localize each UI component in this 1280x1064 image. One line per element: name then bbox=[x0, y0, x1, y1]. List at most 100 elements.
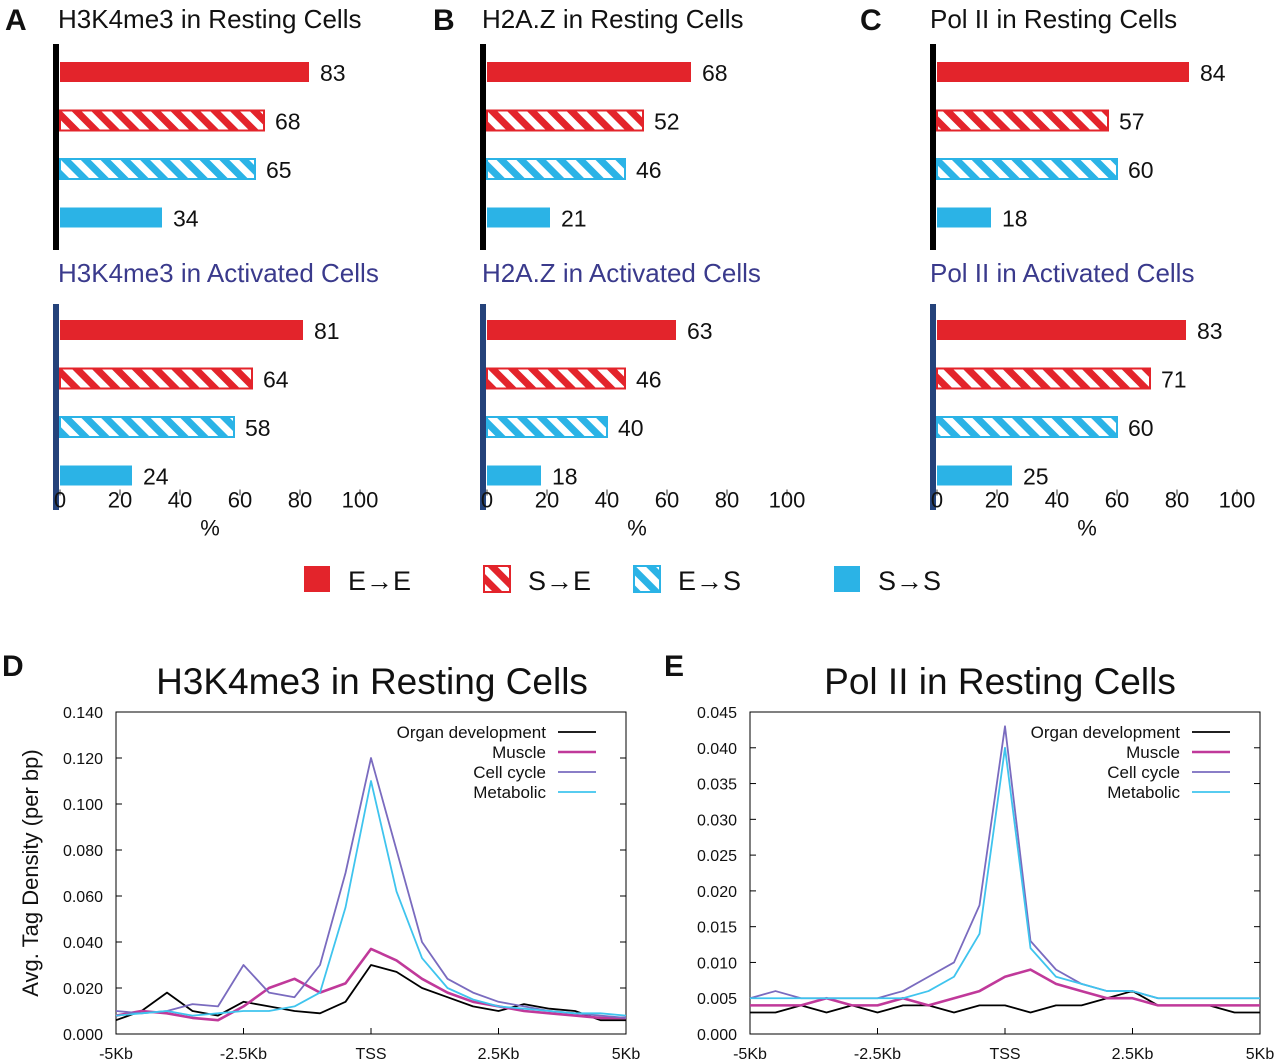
bar-axis-line bbox=[53, 44, 59, 250]
line-legend-label: Metabolic bbox=[1107, 783, 1180, 802]
bar-S→E bbox=[936, 367, 1151, 390]
line-legend-label: Metabolic bbox=[473, 783, 546, 802]
bar-axis-line bbox=[480, 304, 486, 510]
legend-swatch-S→S bbox=[834, 566, 860, 592]
x-tick-label: 20 bbox=[535, 488, 559, 513]
series-line-Muscle bbox=[750, 968, 1260, 1007]
bar-value-label: 40 bbox=[618, 415, 644, 441]
y-tick-label: 0.080 bbox=[63, 843, 103, 860]
bar-S→S bbox=[937, 465, 1012, 486]
bar-panel-title: Pol II in Resting Cells bbox=[930, 4, 1177, 34]
series-line-Cell cycle bbox=[115, 757, 627, 1019]
panel-letter: C bbox=[860, 4, 882, 37]
x-tick-label: 20 bbox=[108, 488, 132, 513]
x-tick-label: 5Kb bbox=[612, 1046, 641, 1063]
bar-value-label: 83 bbox=[1197, 318, 1223, 344]
x-tick-label: 60 bbox=[228, 488, 252, 513]
bar-panel-title: H2A.Z in Resting Cells bbox=[482, 4, 744, 34]
bar-panel-activated-0: H3K4me3 in Activated Cells 81 64 58 24 0 20 40 6… bbox=[53, 258, 379, 541]
bar-value-label: 18 bbox=[552, 464, 578, 490]
bar-value-label: 21 bbox=[561, 206, 587, 232]
line-legend-label: Cell cycle bbox=[473, 763, 546, 782]
bar-S→E bbox=[59, 367, 253, 390]
bar-panel-title: H3K4me3 in Activated Cells bbox=[58, 258, 379, 288]
line-panel-title: H3K4me3 in Resting Cells bbox=[156, 661, 588, 702]
bar-E→E bbox=[937, 320, 1186, 340]
x-axis-label: % bbox=[627, 516, 647, 541]
x-tick-label: 60 bbox=[1105, 488, 1129, 513]
x-tick-label: 100 bbox=[1219, 488, 1256, 513]
bar-panel-C-2: C Pol II in Resting Cells 84 57 60 18 bbox=[860, 4, 1226, 250]
legend-swatch-E→E bbox=[304, 566, 330, 592]
legend-swatch-E→S bbox=[633, 565, 661, 593]
panel-letter: A bbox=[5, 4, 27, 37]
legend-swatch-S→E bbox=[483, 565, 511, 593]
bar-S→S bbox=[487, 465, 541, 486]
y-tick-label: 0.000 bbox=[63, 1027, 103, 1044]
y-tick-label: 0.020 bbox=[697, 884, 737, 901]
x-tick-label: 0 bbox=[481, 488, 493, 513]
x-tick-label: 5Kb bbox=[1246, 1046, 1275, 1063]
line-legend-label: Muscle bbox=[492, 743, 546, 762]
panel-letter: E bbox=[664, 650, 684, 683]
bar-axis-line bbox=[930, 44, 936, 250]
y-axis-label: Avg. Tag Density (per bp) bbox=[18, 749, 43, 996]
x-tick-label: 60 bbox=[655, 488, 679, 513]
y-tick-label: 0.005 bbox=[697, 991, 737, 1008]
line-panel-title: Pol II in Resting Cells bbox=[824, 661, 1176, 702]
bar-value-label: 52 bbox=[654, 109, 680, 135]
series-line-Organ development bbox=[115, 964, 626, 1022]
bar-axis-line bbox=[480, 44, 486, 250]
line-legend-label: Organ development bbox=[397, 723, 547, 742]
bar-panels: A H3K4me3 in Resting Cells 83 68 65 34 H3K4me3… bbox=[5, 4, 1255, 541]
bar-value-label: 68 bbox=[275, 109, 301, 135]
bar-panel-title: H3K4me3 in Resting Cells bbox=[58, 4, 361, 34]
legend-label: S→S bbox=[878, 566, 941, 596]
bar-value-label: 34 bbox=[173, 206, 199, 232]
bar-S→S bbox=[60, 465, 132, 486]
panel-letter: B bbox=[433, 4, 455, 37]
x-tick-label: -5Kb bbox=[99, 1046, 133, 1063]
bar-E→S bbox=[936, 416, 1118, 438]
x-tick-label: 0 bbox=[54, 488, 66, 513]
bar-value-label: 84 bbox=[1200, 60, 1226, 86]
bar-S→S bbox=[937, 207, 991, 228]
bar-axis-line bbox=[930, 304, 936, 510]
x-tick-label: 40 bbox=[1045, 488, 1069, 513]
legend-label: E→S bbox=[678, 566, 741, 596]
y-tick-label: 0.140 bbox=[63, 705, 103, 722]
bar-E→E bbox=[937, 62, 1189, 82]
x-tick-label: 80 bbox=[288, 488, 312, 513]
x-axis-label: % bbox=[200, 516, 220, 541]
legend-label: S→E bbox=[528, 566, 591, 596]
panel-letter: D bbox=[2, 650, 24, 683]
x-tick-label: -5Kb bbox=[733, 1046, 767, 1063]
bar-legend: E→E S→E E→S S→S bbox=[304, 565, 941, 596]
bar-value-label: 83 bbox=[320, 60, 346, 86]
x-tick-label: 2.5Kb bbox=[478, 1046, 520, 1063]
y-tick-label: 0.040 bbox=[697, 741, 737, 758]
x-tick-label: 2.5Kb bbox=[1112, 1046, 1154, 1063]
bar-S→E bbox=[59, 109, 265, 132]
x-tick-label: TSS bbox=[989, 1046, 1020, 1063]
bar-value-label: 63 bbox=[687, 318, 713, 344]
bar-value-label: 81 bbox=[314, 318, 340, 344]
y-tick-label: 0.100 bbox=[63, 797, 103, 814]
bar-value-label: 24 bbox=[143, 464, 169, 490]
bar-value-label: 57 bbox=[1119, 109, 1145, 135]
series-line-Muscle bbox=[115, 947, 626, 1022]
x-tick-label: -2.5Kb bbox=[854, 1046, 901, 1063]
line-legend-label: Muscle bbox=[1126, 743, 1180, 762]
x-tick-label: 100 bbox=[342, 488, 379, 513]
bar-value-label: 18 bbox=[1002, 206, 1028, 232]
bar-E→S bbox=[59, 416, 235, 438]
line-panel-D: D H3K4me3 in Resting Cells 0.000 0.020 0.040… bbox=[2, 650, 640, 1063]
x-tick-label: -2.5Kb bbox=[220, 1046, 267, 1063]
bar-E→E bbox=[487, 62, 691, 82]
x-tick-label: 20 bbox=[985, 488, 1009, 513]
y-tick-label: 0.030 bbox=[697, 812, 737, 829]
bar-E→S bbox=[936, 158, 1118, 180]
bar-panel-title: Pol II in Activated Cells bbox=[930, 258, 1194, 288]
x-axis-label: % bbox=[1077, 516, 1097, 541]
